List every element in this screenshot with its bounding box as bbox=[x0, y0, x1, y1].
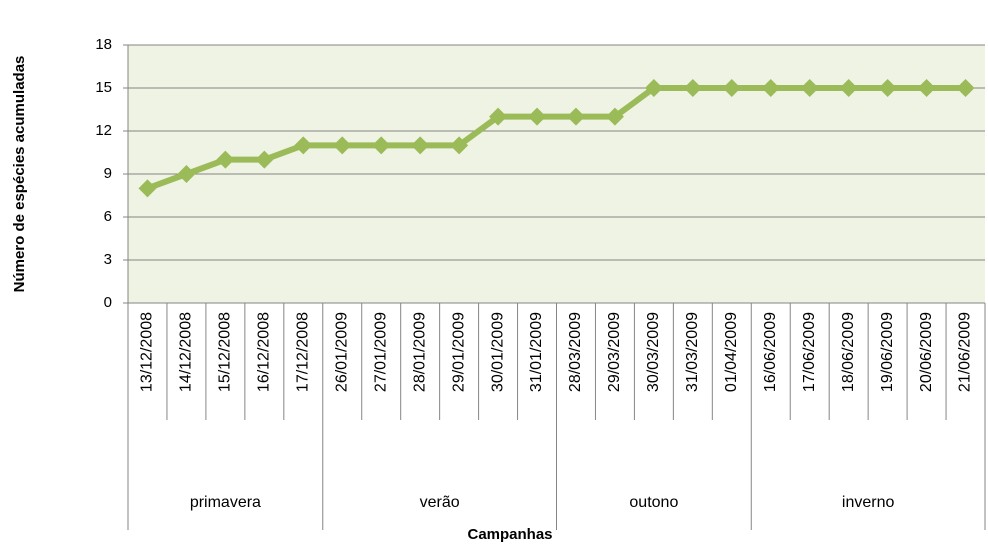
marker bbox=[917, 79, 936, 97]
marker bbox=[839, 79, 858, 97]
x-tick-label: 19/06/2009 bbox=[879, 312, 896, 392]
x-tick-label: 29/03/2009 bbox=[606, 312, 623, 392]
x-tick-label: 26/01/2009 bbox=[333, 312, 350, 392]
marker bbox=[878, 79, 897, 97]
y-tick-label: 6 bbox=[104, 208, 112, 225]
marker bbox=[294, 136, 313, 155]
marker bbox=[528, 107, 547, 126]
group-label: inverno bbox=[842, 494, 895, 511]
x-tick-label: 13/12/2008 bbox=[139, 312, 156, 392]
marker bbox=[722, 79, 741, 97]
x-tick-label: 31/03/2009 bbox=[684, 312, 701, 392]
x-tick-label: 17/12/2008 bbox=[295, 312, 312, 392]
marker bbox=[177, 165, 196, 183]
x-axis-title: Campanhas bbox=[467, 526, 552, 543]
marker bbox=[216, 150, 235, 169]
group-label: verão bbox=[420, 494, 460, 511]
y-tick-label: 18 bbox=[95, 36, 112, 53]
x-tick-label: 14/12/2008 bbox=[178, 312, 195, 392]
x-tick-label: 28/01/2009 bbox=[411, 312, 428, 392]
x-tick-label: 18/06/2009 bbox=[840, 312, 857, 392]
marker bbox=[683, 79, 702, 97]
marker bbox=[644, 79, 663, 97]
marker bbox=[372, 136, 391, 155]
marker bbox=[411, 136, 430, 155]
group-label: outono bbox=[629, 494, 678, 511]
x-tick-label: 15/12/2008 bbox=[217, 312, 234, 392]
marker bbox=[761, 79, 780, 97]
x-tick-label: 21/06/2009 bbox=[957, 312, 974, 392]
marker bbox=[800, 79, 819, 97]
marker bbox=[450, 136, 469, 155]
x-tick-label: 30/01/2009 bbox=[489, 312, 506, 392]
y-tick-label: 15 bbox=[95, 79, 112, 96]
x-tick-label: 16/06/2009 bbox=[762, 312, 779, 392]
y-tick-label: 12 bbox=[95, 122, 112, 139]
marker bbox=[489, 107, 508, 126]
x-tick-label: 27/01/2009 bbox=[372, 312, 389, 392]
marker bbox=[255, 150, 274, 169]
x-tick-label: 30/03/2009 bbox=[645, 312, 662, 392]
line bbox=[146, 85, 966, 192]
x-tick-label: 20/06/2009 bbox=[918, 312, 935, 392]
y-tick-label: 9 bbox=[104, 165, 112, 182]
marker bbox=[605, 107, 624, 126]
marker bbox=[138, 179, 157, 198]
x-tick-label: 16/12/2008 bbox=[256, 312, 273, 392]
marker bbox=[333, 136, 352, 155]
y-tick-label: 3 bbox=[104, 251, 112, 268]
marker bbox=[956, 79, 975, 97]
x-tick-label: 31/01/2009 bbox=[528, 312, 545, 392]
y-axis-title: Número de espécies acumuladas bbox=[11, 56, 28, 293]
x-tick-label: 01/04/2009 bbox=[723, 312, 740, 392]
x-tick-label: 29/01/2009 bbox=[450, 312, 467, 392]
marker bbox=[566, 107, 585, 126]
x-tick-label: 28/03/2009 bbox=[567, 312, 584, 392]
group-label: primavera bbox=[190, 494, 261, 511]
x-tick-label: 17/06/2009 bbox=[801, 312, 818, 392]
y-tick-label: 0 bbox=[104, 294, 112, 311]
